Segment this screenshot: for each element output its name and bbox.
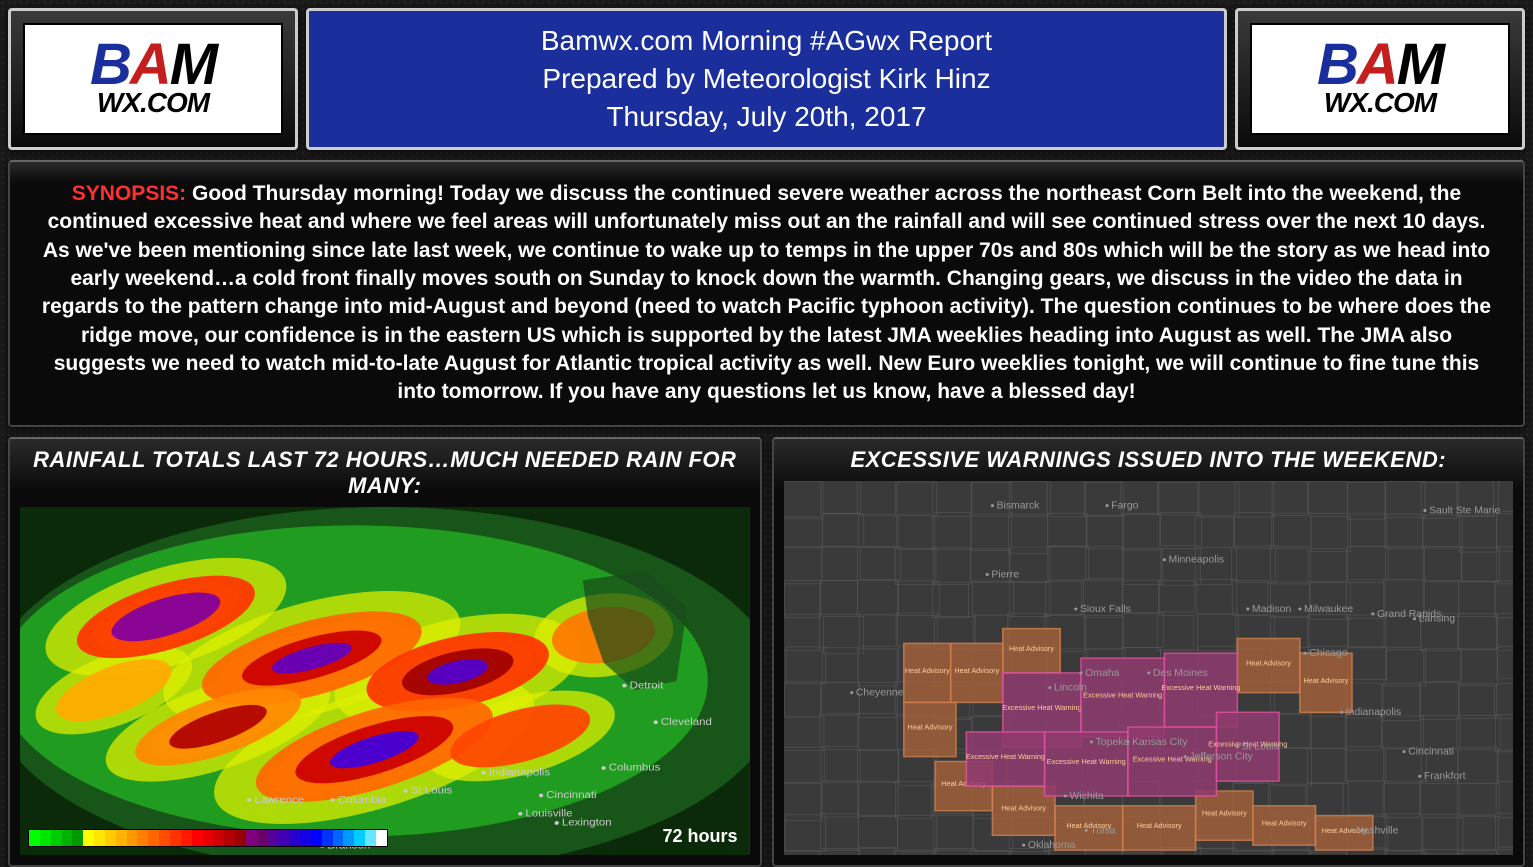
svg-text:Heat Advisory: Heat Advisory <box>1001 805 1046 813</box>
logo-bam-text-r: B A M <box>1317 39 1443 91</box>
logo-left: B A M WX.COM <box>8 8 298 150</box>
svg-text:Cleveland: Cleveland <box>661 716 712 727</box>
rainfall-panel: RAINFALL TOTALS LAST 72 HOURS…MUCH NEEDE… <box>8 437 762 867</box>
svg-text:Lawrence: Lawrence <box>254 794 304 805</box>
warnings-panel: EXCESSIVE WARNINGS ISSUED INTO THE WEEKE… <box>772 437 1526 867</box>
svg-text:Heat Advisory: Heat Advisory <box>904 667 949 675</box>
logo-m-r: M <box>1397 39 1443 91</box>
svg-text:Excessive Heat Warning: Excessive Heat Warning <box>1083 691 1162 699</box>
svg-text:Madison: Madison <box>1251 604 1290 615</box>
synopsis-text: SYNOPSIS: Good Thursday morning! Today w… <box>34 180 1499 407</box>
logo-b: B <box>90 39 130 91</box>
svg-text:Heat Advisory: Heat Advisory <box>1303 677 1348 685</box>
svg-text:Omaha: Omaha <box>1085 668 1120 679</box>
maps-row: RAINFALL TOTALS LAST 72 HOURS…MUCH NEEDE… <box>8 437 1525 867</box>
svg-text:Jefferson City: Jefferson City <box>1189 752 1253 763</box>
svg-text:Columbus: Columbus <box>609 762 661 773</box>
title-line-2: Prepared by Meteorologist Kirk Hinz <box>542 60 990 98</box>
rainfall-title: RAINFALL TOTALS LAST 72 HOURS…MUCH NEEDE… <box>10 439 760 507</box>
svg-text:Heat Advisory: Heat Advisory <box>907 723 952 731</box>
logo-a-r: A <box>1357 39 1397 91</box>
svg-text:Oklahoma: Oklahoma <box>1027 840 1075 851</box>
synopsis-box: SYNOPSIS: Good Thursday morning! Today w… <box>8 160 1525 427</box>
logo-bam-text: B A M <box>90 39 216 91</box>
svg-text:Bismarck: Bismarck <box>996 501 1040 512</box>
svg-text:Chicago: Chicago <box>1309 648 1348 659</box>
title-line-1: Bamwx.com Morning #AGwx Report <box>541 22 992 60</box>
svg-text:Tulsa: Tulsa <box>1090 825 1115 836</box>
warnings-svg: Heat Advisory Heat Advisory Heat Advisory H… <box>784 481 1514 855</box>
svg-text:Nashville: Nashville <box>1356 825 1399 836</box>
svg-text:Fargo: Fargo <box>1111 501 1139 512</box>
title-box: Bamwx.com Morning #AGwx Report Prepared … <box>306 8 1227 150</box>
warnings-title: EXCESSIVE WARNINGS ISSUED INTO THE WEEKE… <box>774 439 1524 481</box>
svg-text:Minneapolis: Minneapolis <box>1168 555 1224 566</box>
svg-text:Indianapolis: Indianapolis <box>1345 707 1401 718</box>
hours-label: 72 hours <box>662 826 737 847</box>
svg-text:Lincoln: Lincoln <box>1053 683 1086 694</box>
svg-text:Heat Advisory: Heat Advisory <box>1261 819 1306 827</box>
svg-text:Columbia: Columbia <box>338 794 386 805</box>
svg-text:Cheyenne: Cheyenne <box>855 688 903 699</box>
svg-text:Milwaukee: Milwaukee <box>1304 604 1354 615</box>
svg-text:Cincinnati: Cincinnati <box>1408 747 1454 758</box>
warnings-map: Heat Advisory Heat Advisory Heat Advisory H… <box>784 481 1514 855</box>
svg-text:Heat Advisory: Heat Advisory <box>1136 822 1181 830</box>
synopsis-body: Good Thursday morning! Today we discuss … <box>42 182 1491 403</box>
svg-text:Wichita: Wichita <box>1069 791 1104 802</box>
svg-text:Heat Advisory: Heat Advisory <box>1009 645 1054 653</box>
svg-text:Excessive Heat Warning: Excessive Heat Warning <box>1161 684 1240 692</box>
svg-text:Heat Advisory: Heat Advisory <box>954 667 999 675</box>
logo-inner: B A M WX.COM <box>23 23 283 135</box>
svg-text:Cincinnati: Cincinnati <box>546 790 596 801</box>
rainfall-map: Detroit Cleveland Columbus Indianapolis Cinc… <box>20 507 750 855</box>
logo-right: B A M WX.COM <box>1235 8 1525 150</box>
svg-text:Excessive Heat Warning: Excessive Heat Warning <box>965 753 1044 761</box>
svg-text:Heat Advisory: Heat Advisory <box>1246 659 1291 667</box>
svg-text:Sioux Falls: Sioux Falls <box>1079 604 1130 615</box>
svg-text:Excessive Heat Warning: Excessive Heat Warning <box>1002 704 1081 712</box>
svg-text:Detroit: Detroit <box>630 680 664 691</box>
logo-a: A <box>130 39 170 91</box>
title-line-3: Thursday, July 20th, 2017 <box>606 98 926 136</box>
svg-text:Excessive Heat Warning: Excessive Heat Warning <box>1046 758 1125 766</box>
header-row: B A M WX.COM Bamwx.com Morning #AGwx Rep… <box>8 8 1525 150</box>
svg-text:Lansing: Lansing <box>1418 614 1454 625</box>
svg-text:Indianapolis: Indianapolis <box>489 767 550 778</box>
svg-text:Kansas City: Kansas City <box>1132 737 1189 748</box>
rainfall-svg: Detroit Cleveland Columbus Indianapolis Cinc… <box>20 507 750 855</box>
svg-text:Des Moines: Des Moines <box>1152 668 1207 679</box>
logo-m: M <box>170 39 216 91</box>
svg-text:Sault Ste Marie: Sault Ste Marie <box>1429 505 1501 516</box>
synopsis-label: SYNOPSIS: <box>72 182 186 205</box>
rainfall-colorbar <box>28 829 388 847</box>
svg-text:Pierre: Pierre <box>991 569 1019 580</box>
svg-text:Frankfort: Frankfort <box>1423 771 1465 782</box>
svg-text:Heat Advisory: Heat Advisory <box>1201 810 1246 818</box>
svg-text:Lexington: Lexington <box>562 817 612 828</box>
logo-b-r: B <box>1317 39 1357 91</box>
svg-text:St Louis: St Louis <box>411 785 452 796</box>
logo-inner-r: B A M WX.COM <box>1250 23 1510 135</box>
svg-text:Topeka: Topeka <box>1095 737 1129 748</box>
